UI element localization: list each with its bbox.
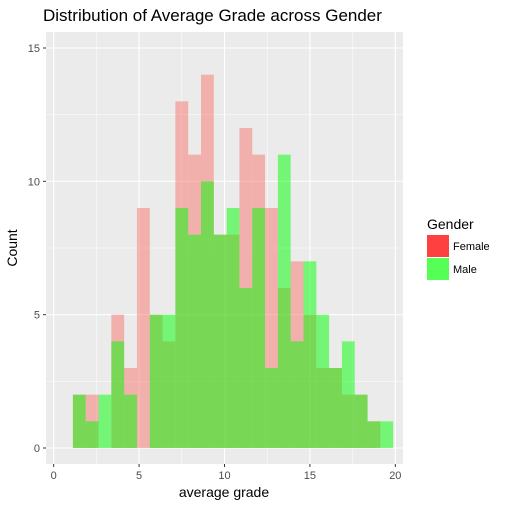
legend-label-male: Male <box>453 264 477 276</box>
bar-male <box>188 235 201 448</box>
bar-male <box>304 261 317 448</box>
x-tick-label: 15 <box>304 470 316 482</box>
legend: Gender Female Male <box>427 216 490 280</box>
bar-male <box>175 208 188 448</box>
bar-male <box>252 208 265 448</box>
x-axis: 0 5 10 15 20 <box>51 464 402 482</box>
y-tick-label: 5 <box>34 310 40 322</box>
legend-title: Gender <box>427 216 474 232</box>
bar-male <box>124 395 137 448</box>
bar-male <box>355 395 368 448</box>
y-axis-title: Count <box>4 229 20 266</box>
y-axis: 0 5 10 15 <box>28 43 46 455</box>
bar-male <box>227 208 240 448</box>
bar-male <box>368 421 381 448</box>
bar-male <box>316 315 329 448</box>
bar-male <box>291 341 304 448</box>
bar-female <box>137 208 150 448</box>
bar-male <box>201 181 214 448</box>
y-tick-label: 0 <box>34 443 40 455</box>
y-tick-label: 15 <box>28 43 40 55</box>
bar-male <box>150 315 163 448</box>
bar-male <box>73 395 86 448</box>
x-axis-title: average grade <box>179 484 270 500</box>
bar-male <box>329 368 342 448</box>
bar-male <box>265 368 278 448</box>
x-tick-label: 20 <box>389 470 401 482</box>
y-tick-label: 10 <box>28 176 40 188</box>
x-tick-label: 0 <box>51 470 57 482</box>
bar-male <box>342 341 355 448</box>
bar-male <box>111 341 124 448</box>
bar-male <box>86 421 99 448</box>
legend-label-female: Female <box>453 241 490 253</box>
bar-male <box>278 155 291 448</box>
x-tick-label: 10 <box>218 470 230 482</box>
bar-male <box>380 421 393 448</box>
legend-key-female <box>427 235 449 257</box>
bar-male <box>99 395 112 448</box>
bar-male <box>163 315 176 448</box>
legend-key-male <box>427 258 449 280</box>
x-tick-label: 5 <box>136 470 142 482</box>
bar-male <box>214 235 227 448</box>
bar-male <box>239 288 252 448</box>
chart-title: Distribution of Average Grade across Gen… <box>43 6 382 25</box>
